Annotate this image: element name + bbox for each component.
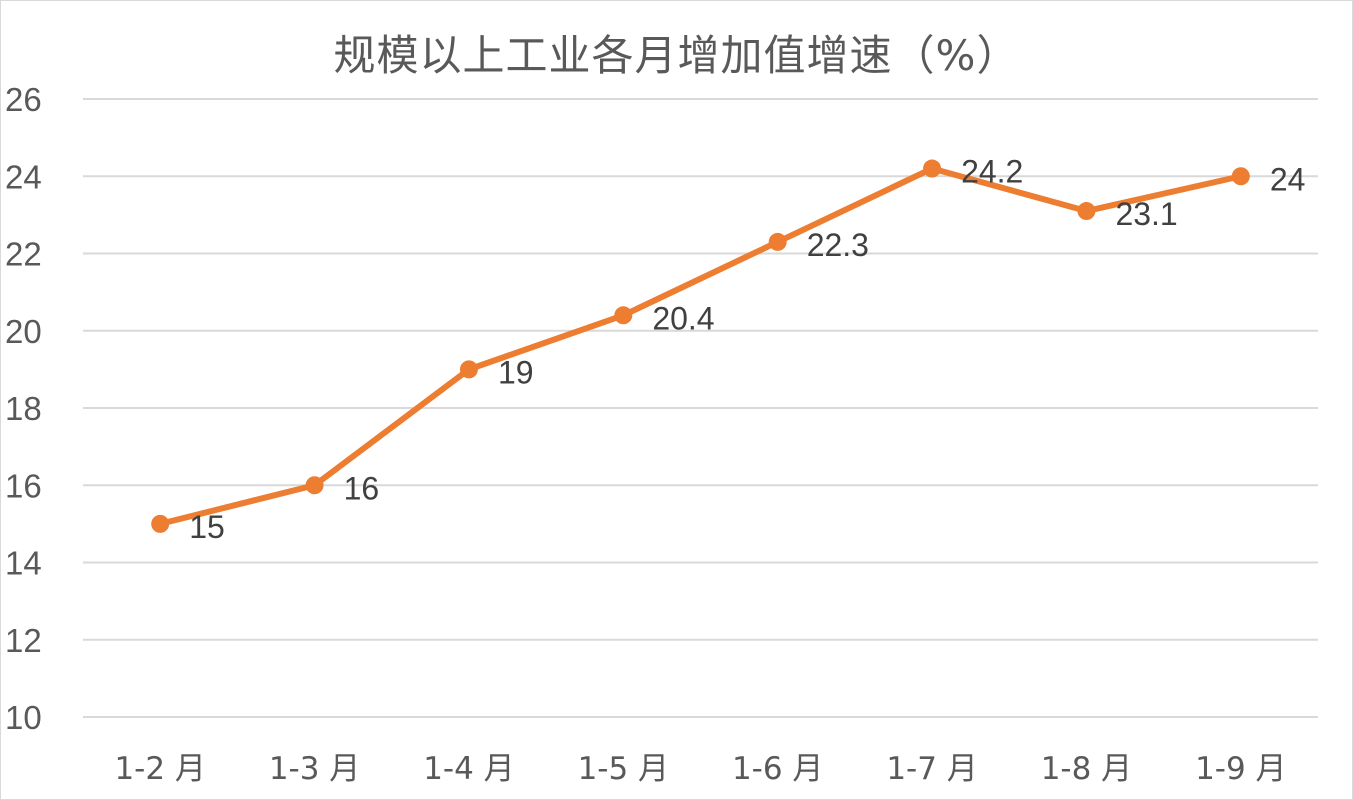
y-tick-label: 26: [5, 81, 42, 118]
grid-lines: [83, 98, 1318, 718]
series: [151, 159, 1250, 533]
data-point: [923, 159, 942, 178]
data-label: 24: [1270, 161, 1306, 197]
y-tick-label: 22: [5, 236, 42, 273]
y-tick-label: 14: [5, 545, 42, 582]
y-tick-label: 10: [5, 699, 42, 736]
y-tick-label: 24: [5, 158, 42, 195]
x-tick-label: 1-6 月: [732, 751, 824, 787]
data-label: 19: [498, 354, 534, 390]
y-tick-label: 16: [5, 467, 42, 504]
y-tick-label: 18: [5, 390, 42, 427]
x-tick-label: 1-8 月: [1041, 751, 1133, 787]
data-label: 22.3: [807, 227, 869, 263]
data-point: [305, 476, 324, 495]
x-axis-ticks: 1-2 月 1-3 月 1-4 月 1-5 月 1-6 月 1-7 月 1-8 月 1-9 月: [114, 751, 1286, 787]
data-label: 24.2: [961, 154, 1023, 190]
data-label: 15: [189, 509, 225, 545]
data-point: [614, 306, 633, 325]
data-point: [1231, 167, 1250, 186]
x-tick-label: 1-2 月: [114, 751, 206, 787]
x-tick-label: 1-3 月: [269, 751, 361, 787]
x-tick-label: 1-4 月: [423, 751, 515, 787]
x-tick-label: 1-7 月: [886, 751, 978, 787]
y-axis-ticks: 10 12 14 16 18 20 22 24 26: [5, 81, 42, 736]
data-label: 23.1: [1115, 196, 1177, 232]
y-tick-label: 12: [5, 622, 42, 659]
series-line: [157, 165, 1244, 527]
data-label: 20.4: [652, 300, 714, 336]
data-label: 16: [344, 470, 380, 506]
data-point: [768, 232, 787, 251]
data-point: [151, 514, 170, 533]
chart-title: 规模以上工业各月增加值增速（%）: [333, 31, 1020, 80]
data-labels: 15 16 19 20.4 22.3 24.2 23.1 24: [189, 154, 1305, 545]
x-tick-label: 1-5 月: [578, 751, 670, 787]
data-point: [459, 360, 478, 379]
x-tick-label: 1-9 月: [1195, 751, 1287, 787]
data-point: [1077, 202, 1096, 221]
y-tick-label: 20: [5, 313, 42, 350]
